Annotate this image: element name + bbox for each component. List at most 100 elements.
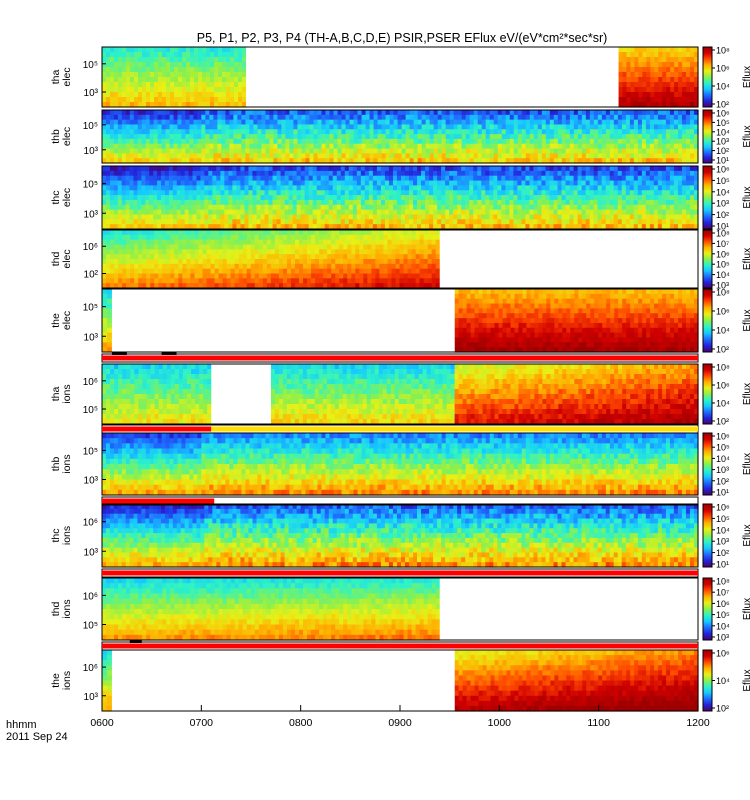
ylabel-thc-elec-species: elec [61,188,73,207]
mode-bar-the-elec-red-1 [102,355,698,361]
mode-bar-the-elec-black-1 [111,352,127,355]
xtick-1100: 1100 [587,717,610,729]
ylabel-tha-elec-species: elec [61,67,73,86]
colorbar-tick-thc-elec-6: 10¹ [716,222,729,232]
colorbar-label-thb-ions: Eflux [742,453,750,475]
colorbar-the-ions [702,649,713,712]
spectrogram-tha-ions-segment-3 [454,364,699,425]
colorbar-tick-thc-ions-4: 10³ [716,537,729,547]
colorbar-tick-tha-ions-3: 10⁴ [716,399,730,409]
spectrogram-tha-elec-segment-2 [618,47,699,108]
colorbar-tick-thc-elec-4: 10³ [716,199,729,209]
panel-frame-thc-elec [101,165,699,230]
colorbar-tick-thd-ions-5: 10⁴ [716,621,730,631]
ytick-the-elec-1: 10⁵ [83,303,98,314]
mode-bar-thb-ions-red-1 [102,498,215,504]
mode-bar-thc-ions [101,568,699,578]
panel-frame-tha-elec [101,46,699,108]
ylabel-thd-elec-species: elec [61,249,73,268]
ytick-thc-elec-2: 10³ [84,209,99,220]
ytick-the-ions-2: 10³ [84,692,99,703]
data-gap-tha-elec-1 [246,47,619,107]
spectrogram-the-ions-segment-1 [102,650,113,712]
data-gap-the-ions-1 [111,650,455,711]
colorbar-tick-thb-ions-3: 10⁴ [716,454,730,464]
date-label: 2011 Sep 24 [6,731,68,743]
ylabel-thd-ions-species: ions [61,599,73,618]
spectrogram-thc-ions-segment-2 [204,504,699,568]
ytick-thd-elec-2: 10² [84,270,99,281]
colorbar-tick-thd-elec-6: 10³ [716,281,729,291]
ytick-tha-elec-1: 10⁵ [83,60,98,71]
colorbar-tick-tha-elec-1: 10⁸ [716,46,730,56]
colorbar-tick-thb-ions-2: 10⁵ [716,443,730,453]
ylabel-thd-elec-probe: thd [50,252,62,267]
xtick-0600: 0600 [90,717,114,729]
colorbar-tick-thc-ions-6: 10¹ [716,560,729,570]
colorbar-tick-thd-ions-1: 10⁸ [716,577,730,587]
ytick-the-ions-1: 10⁶ [83,663,98,674]
colorbar-tick-tha-elec-3: 10⁴ [716,82,730,92]
colorbar-tick-thc-ions-2: 10⁵ [716,514,730,524]
colorbar-tick-thc-elec-5: 10² [716,210,729,220]
colorbar-tick-thd-ions-2: 10⁷ [716,588,729,598]
colorbar-tick-thc-ions-3: 10⁴ [716,525,730,535]
ylabel-thb-elec-species: elec [61,127,73,146]
mode-bar-thd-ions [101,640,699,651]
colorbar-tick-tha-ions-2: 10⁶ [716,381,730,391]
panel-frame-thc-ions [101,503,699,568]
ytick-tha-ions-2: 10⁵ [83,405,98,416]
panel-frame-thd-ions [101,577,699,641]
colorbar-thb-elec [702,109,713,164]
colorbar-label-thd-elec: Eflux [742,248,750,270]
ytick-thb-elec-1: 10⁵ [83,121,98,132]
colorbar-thc-ions [702,503,713,568]
ylabel-thb-ions-species: ions [61,454,73,473]
colorbar-tick-thb-elec-5: 10² [716,146,729,156]
spectrogram-tha-elec-segment-1 [102,47,247,108]
colorbar-tick-the-elec-1: 10⁸ [716,288,730,298]
data-gap-thd-ions-1 [439,578,698,640]
panel-frame-thd-elec [101,229,699,289]
colorbar-tick-thb-ions-5: 10² [716,476,729,486]
colorbar-tick-thb-elec-2: 10⁵ [716,118,730,128]
colorbar-tick-thc-elec-1: 10⁶ [716,165,730,175]
ytick-thc-ions-2: 10³ [84,547,99,558]
panel-the-ions: the ions 10⁶ 10³ 10⁶ 10⁴ 10² Eflux [50,649,750,714]
ylabel-the-elec-probe: the [50,313,62,328]
mode-bar-tha-ions-yellow-1 [211,426,698,432]
ylabel-tha-ions-probe: tha [50,387,62,402]
colorbar-label-the-elec: Eflux [742,309,750,331]
ylabel-thc-ions-probe: thc [50,528,62,542]
spectrogram-thc-ions-segment-1 [102,504,205,568]
ylabel-tha-elec-probe: tha [50,70,62,85]
colorbar-tick-the-ions-2: 10⁴ [716,676,730,686]
panel-tha-ions: tha ions 10⁶ 10⁵ 10⁸ 10⁶ 10⁴ 10² Eflux [50,363,750,427]
panel-the-elec: the elec 10⁵ 10³ 10⁸ 10⁶ 10⁴ 10² Eflux [50,288,750,355]
ylabel-tha-ions-species: ions [61,384,73,403]
colorbar-tick-thc-ions-1: 10⁶ [716,503,730,513]
ytick-thd-elec-1: 10⁶ [83,242,98,253]
panel-frame-thb-elec [101,109,699,164]
colorbar-tick-thd-elec-5: 10⁴ [716,270,730,280]
ytick-tha-ions-1: 10⁶ [83,377,98,388]
colorbar-tick-thd-elec-3: 10⁶ [716,249,730,259]
colorbar-tick-thb-ions-4: 10³ [716,465,729,475]
chart-title: P5, P1, P2, P3, P4 (TH-A,B,C,D,E) PSIR,P… [197,31,608,45]
colorbar-tha-ions [702,363,713,425]
colorbar-label-thb-elec: Eflux [742,125,750,147]
mode-bar-thc-ions-red-1 [102,570,698,576]
xtick-0900: 0900 [388,717,412,729]
ytick-thb-elec-2: 10³ [84,146,99,157]
colorbar-label-thc-ions: Eflux [742,524,750,546]
spectrogram-thc-elec-segment-2 [204,166,699,230]
spectrogram-thb-ions-segment-1 [102,433,202,496]
colorbar-tick-thb-ions-1: 10⁶ [716,432,730,442]
colorbar-label-tha-ions: Eflux [742,383,750,405]
ylabel-the-ions-probe: the [50,673,62,688]
mode-bar-thd-ions-black-1 [129,640,142,643]
